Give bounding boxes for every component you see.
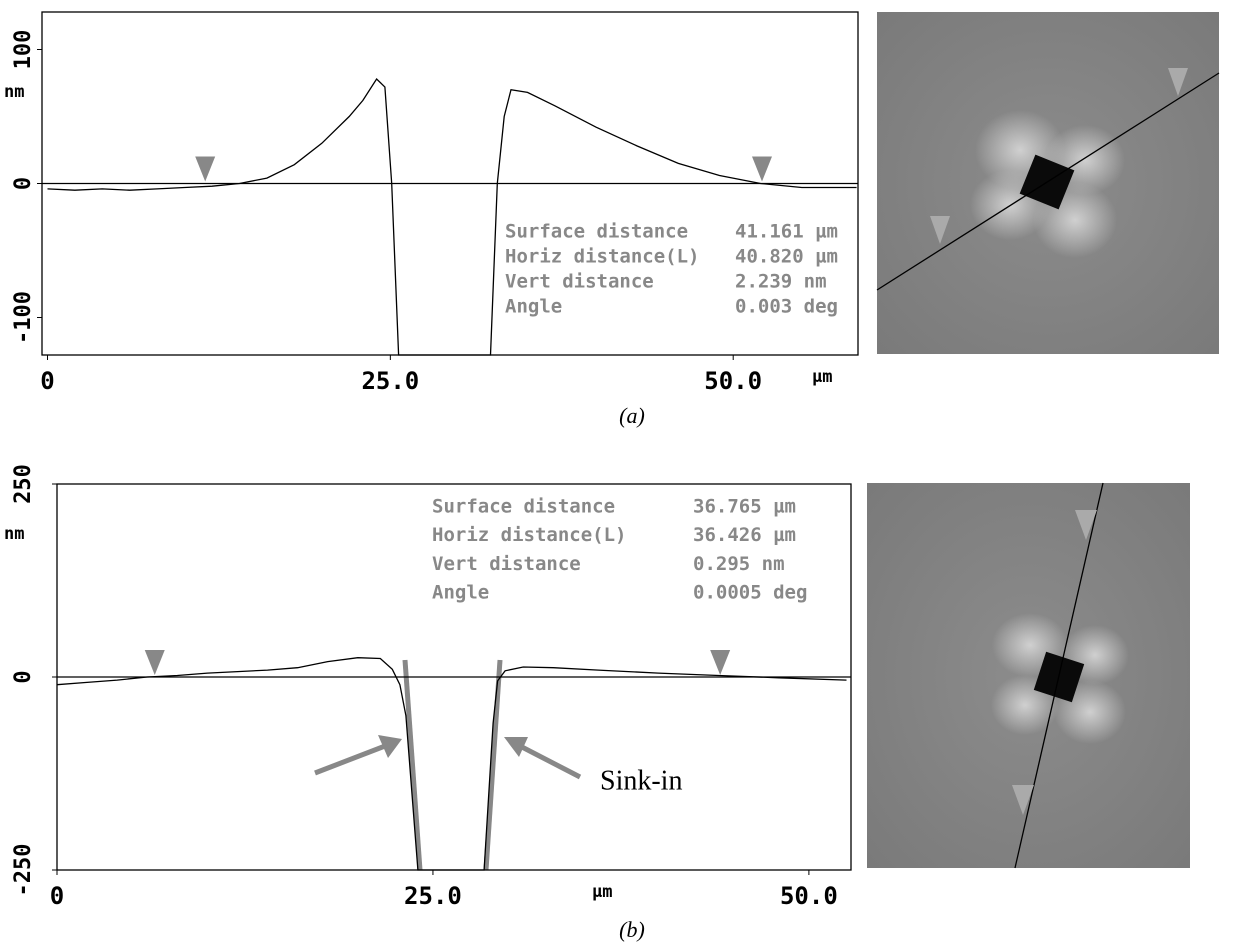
stat-value: 0.003 deg xyxy=(735,296,838,318)
profile-line xyxy=(47,77,857,356)
x-axis-label: µm xyxy=(592,882,612,902)
caption: (a) xyxy=(619,403,645,428)
cursor-marker xyxy=(195,156,216,182)
profile-line xyxy=(56,657,847,871)
stat-label: Surface distance xyxy=(505,221,688,243)
y-tick-label: -100 xyxy=(11,291,36,344)
stat-label: Angle xyxy=(505,296,562,318)
stat-label: Vert distance xyxy=(505,271,654,293)
y-tick-label: 0 xyxy=(11,670,36,683)
stat-value: 36.426 µm xyxy=(693,524,796,546)
cursor-marker xyxy=(752,156,772,182)
stat-value: 2.239 nm xyxy=(735,271,827,293)
afm-image-b xyxy=(867,482,1190,869)
x-tick-label: 0 xyxy=(40,367,54,395)
y-axis-label: nm xyxy=(4,524,24,544)
annotation: Sink-in xyxy=(600,765,682,796)
y-axis-label: nm xyxy=(4,82,24,102)
x-tick-label: 25.0 xyxy=(404,882,462,910)
y-tick-label: 250 xyxy=(11,464,36,504)
stat-label: Horiz distance(L) xyxy=(505,246,699,268)
x-tick-label: 50.0 xyxy=(704,367,762,395)
y-tick-label: 0 xyxy=(11,177,36,190)
stat-value: 0.295 nm xyxy=(693,553,785,575)
stat-label: Horiz distance(L) xyxy=(432,524,626,546)
afm-image-a xyxy=(876,12,1220,354)
stat-value: 36.765 µm xyxy=(693,496,796,518)
indenter-and-arrows xyxy=(314,659,582,871)
stat-value: 40.820 µm xyxy=(735,246,838,268)
stat-value: 0.0005 deg xyxy=(693,582,807,604)
cursor-marker xyxy=(144,650,165,675)
cursor-marker xyxy=(710,650,731,675)
x-tick-label: 0 xyxy=(50,882,64,910)
x-tick-label: 25.0 xyxy=(361,367,419,395)
stat-label: Surface distance xyxy=(432,496,615,518)
stat-value: 41.161 µm xyxy=(735,221,838,243)
stat-label: Vert distance xyxy=(432,553,581,575)
caption: (b) xyxy=(619,917,645,942)
y-tick-label: 100 xyxy=(11,30,36,70)
y-tick-label: -250 xyxy=(11,844,36,897)
x-axis-label: µm xyxy=(812,367,832,387)
x-tick-label: 50.0 xyxy=(780,882,838,910)
stat-label: Angle xyxy=(432,582,489,604)
